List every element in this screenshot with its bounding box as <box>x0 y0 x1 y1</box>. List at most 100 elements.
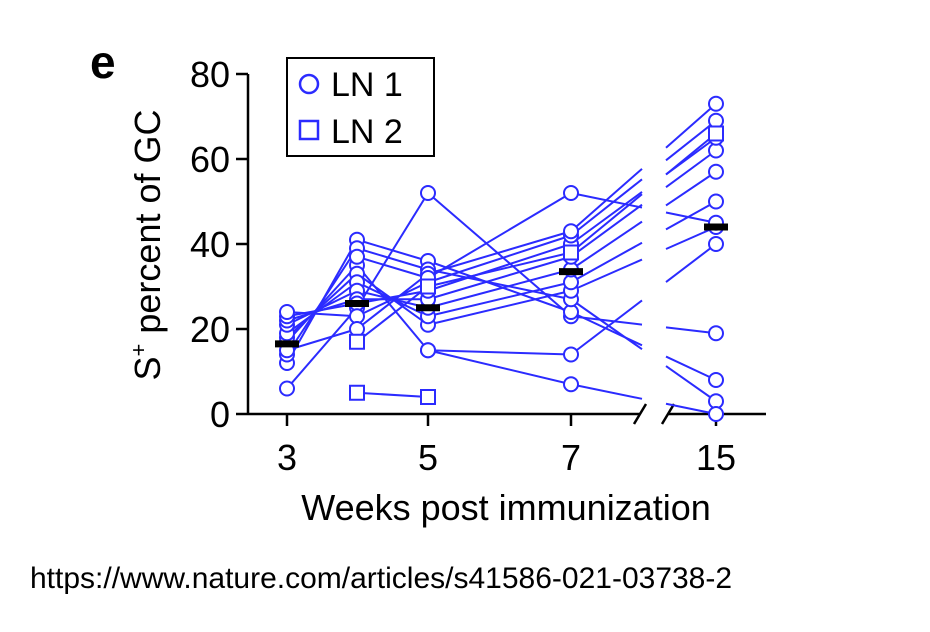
series-line-segment <box>427 255 572 301</box>
series-line-segment <box>570 193 643 254</box>
series-line-segment <box>665 132 717 176</box>
y-axis: 0 20 40 60 80 <box>190 54 250 435</box>
x-tick-label: 15 <box>696 437 736 478</box>
x-tick-label: 5 <box>418 437 438 478</box>
panel-label: e <box>90 36 116 88</box>
data-point-circle <box>279 304 295 320</box>
data-point-square <box>349 333 365 350</box>
data-point-circle <box>420 342 436 359</box>
y-tick-label: 60 <box>190 139 230 180</box>
series-line-segment <box>570 241 643 284</box>
data-point-square <box>708 125 724 142</box>
median-bar <box>275 340 299 348</box>
data-point-square <box>420 389 436 405</box>
x-axis: 3 5 7 15 <box>248 403 766 478</box>
series-line-segment <box>356 281 429 318</box>
data-point-circle <box>563 223 579 240</box>
source-url: https://www.nature.com/articles/s41586-0… <box>30 562 733 595</box>
series-line-segment <box>427 349 572 386</box>
series-line-segment <box>427 230 572 275</box>
y-tick-label: 40 <box>190 224 230 265</box>
series-line-segment <box>286 289 358 326</box>
series-line-segment <box>286 247 358 356</box>
x-tick-label: 3 <box>277 437 297 478</box>
series-line-segment <box>427 251 572 288</box>
series-line-segment <box>665 355 717 381</box>
x-axis-break-mark <box>660 403 676 425</box>
legend-square-marker <box>298 119 320 141</box>
series-line-segment <box>570 298 643 351</box>
x-tick-label: 7 <box>561 437 581 478</box>
y-axis-title-rest: percent of GC <box>127 110 168 344</box>
series-line-segment <box>665 365 717 403</box>
series-line-segment <box>356 285 429 343</box>
y-tick-label: 20 <box>190 309 230 350</box>
median-bar <box>416 304 440 312</box>
median-bar <box>704 223 728 231</box>
data-point-circle <box>708 95 724 112</box>
median-bar <box>345 300 369 307</box>
series-line-segment <box>356 255 429 279</box>
data-point-circle <box>708 406 724 422</box>
series-line-segment <box>427 349 572 356</box>
series-line-segment <box>286 307 358 390</box>
series-line-segment <box>665 119 717 162</box>
series-line-segment <box>570 191 643 245</box>
y-tick-label: 80 <box>190 54 230 95</box>
series-line-segment <box>665 226 717 250</box>
data-point-circle <box>349 248 365 265</box>
series-line-segment <box>665 170 717 207</box>
data-point-circle <box>563 346 579 363</box>
series-line-segment <box>427 192 572 279</box>
series-15 <box>420 342 724 422</box>
data-point-square <box>420 278 436 295</box>
series-line-segment <box>356 247 429 271</box>
data-point-circle <box>420 185 436 201</box>
series-line-segment <box>570 258 643 292</box>
data-point-circle <box>708 193 724 210</box>
data-point-circle <box>708 325 724 342</box>
series-line-segment <box>570 383 643 400</box>
series-line-segment <box>427 289 572 326</box>
legend-circle-marker <box>298 73 320 95</box>
series-line-segment <box>286 273 358 339</box>
series-line-segment <box>427 268 572 309</box>
series-14 <box>349 384 436 405</box>
data-point-circle <box>563 376 579 393</box>
series-line-segment <box>570 220 643 271</box>
data-point-circle <box>279 380 295 397</box>
legend: LN 1 LN 2 <box>286 57 435 157</box>
data-point-circle <box>708 163 724 180</box>
series-line-segment <box>286 311 358 318</box>
series-line-segment <box>356 391 429 398</box>
x-axis-title: Weeks post immunization <box>301 487 711 528</box>
data-point-circle <box>708 372 724 388</box>
y-axis-title-superscript: + <box>126 344 151 357</box>
series-8 <box>279 142 724 329</box>
series-line-segment <box>665 402 717 415</box>
data-point-square <box>349 384 365 401</box>
series-line-segment <box>570 299 643 356</box>
series-line-segment <box>570 178 643 237</box>
series-line-segment <box>665 149 717 188</box>
series-12 <box>349 185 724 286</box>
data-point-circle <box>708 236 724 252</box>
y-axis-title-main: S <box>127 356 168 380</box>
series-line-segment <box>665 211 717 224</box>
y-tick-label: 0 <box>210 394 230 435</box>
series-line-segment <box>427 234 572 284</box>
medians-layer <box>275 223 728 348</box>
series-5 <box>279 219 724 346</box>
series-line-segment <box>356 272 429 330</box>
series-line-segment <box>356 238 429 262</box>
series-line-segment <box>286 264 358 343</box>
series-13 <box>349 125 724 350</box>
series-line-segment <box>665 243 717 283</box>
series-line-segment <box>427 192 572 318</box>
series-line-segment <box>427 281 572 318</box>
series-line-segment <box>427 260 572 313</box>
legend-label-ln1: LN 1 <box>331 66 403 104</box>
legend-label-ln2: LN 2 <box>331 113 403 151</box>
y-axis-title: S+ percent of GC <box>126 110 168 381</box>
series-line-segment <box>665 200 717 231</box>
